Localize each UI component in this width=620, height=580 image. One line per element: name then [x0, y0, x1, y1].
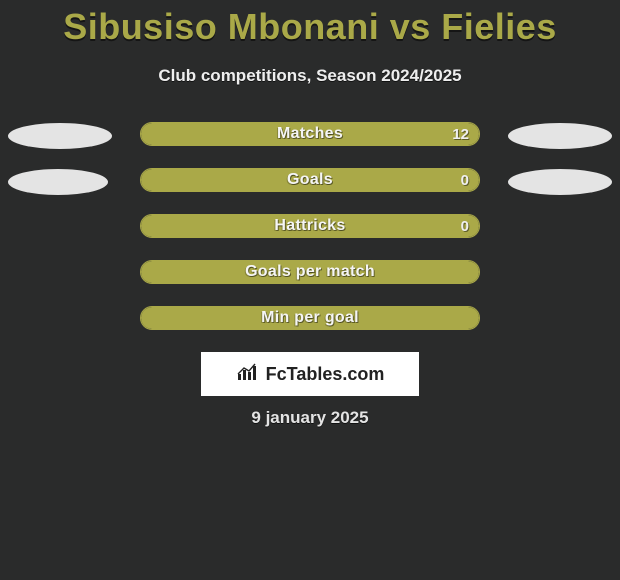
date-label: 9 january 2025 [0, 408, 620, 428]
left-ellipse-icon [8, 169, 108, 195]
stat-bar: Min per goal [140, 306, 480, 330]
stat-row: Goals per match [0, 260, 620, 288]
right-ellipse-icon [508, 169, 612, 195]
page-title: Sibusiso Mbonani vs Fielies [0, 0, 620, 48]
stat-row: Hattricks0 [0, 214, 620, 242]
stat-bar-fill [141, 215, 479, 237]
logo-text: FcTables.com [266, 364, 385, 385]
stat-bar: Goals per match [140, 260, 480, 284]
stat-row: Goals0 [0, 168, 620, 196]
page-subtitle: Club competitions, Season 2024/2025 [0, 66, 620, 86]
right-ellipse-icon [508, 123, 612, 149]
chart-container: Sibusiso Mbonani vs Fielies Club competi… [0, 0, 620, 580]
stat-bar-fill [141, 169, 479, 191]
stat-bar-fill [141, 123, 479, 145]
stat-rows: Matches12 Goals0 Hattricks0 Goals per match… [0, 122, 620, 352]
stat-bar: Hattricks0 [140, 214, 480, 238]
logo-badge: FcTables.com [201, 352, 419, 396]
stat-bar: Goals0 [140, 168, 480, 192]
stat-bar-fill [141, 307, 479, 329]
logo-chart-icon [236, 362, 262, 387]
stat-row: Min per goal [0, 306, 620, 334]
left-ellipse-icon [8, 123, 112, 149]
stat-bar: Matches12 [140, 122, 480, 146]
stat-bar-fill [141, 261, 479, 283]
stat-row: Matches12 [0, 122, 620, 150]
